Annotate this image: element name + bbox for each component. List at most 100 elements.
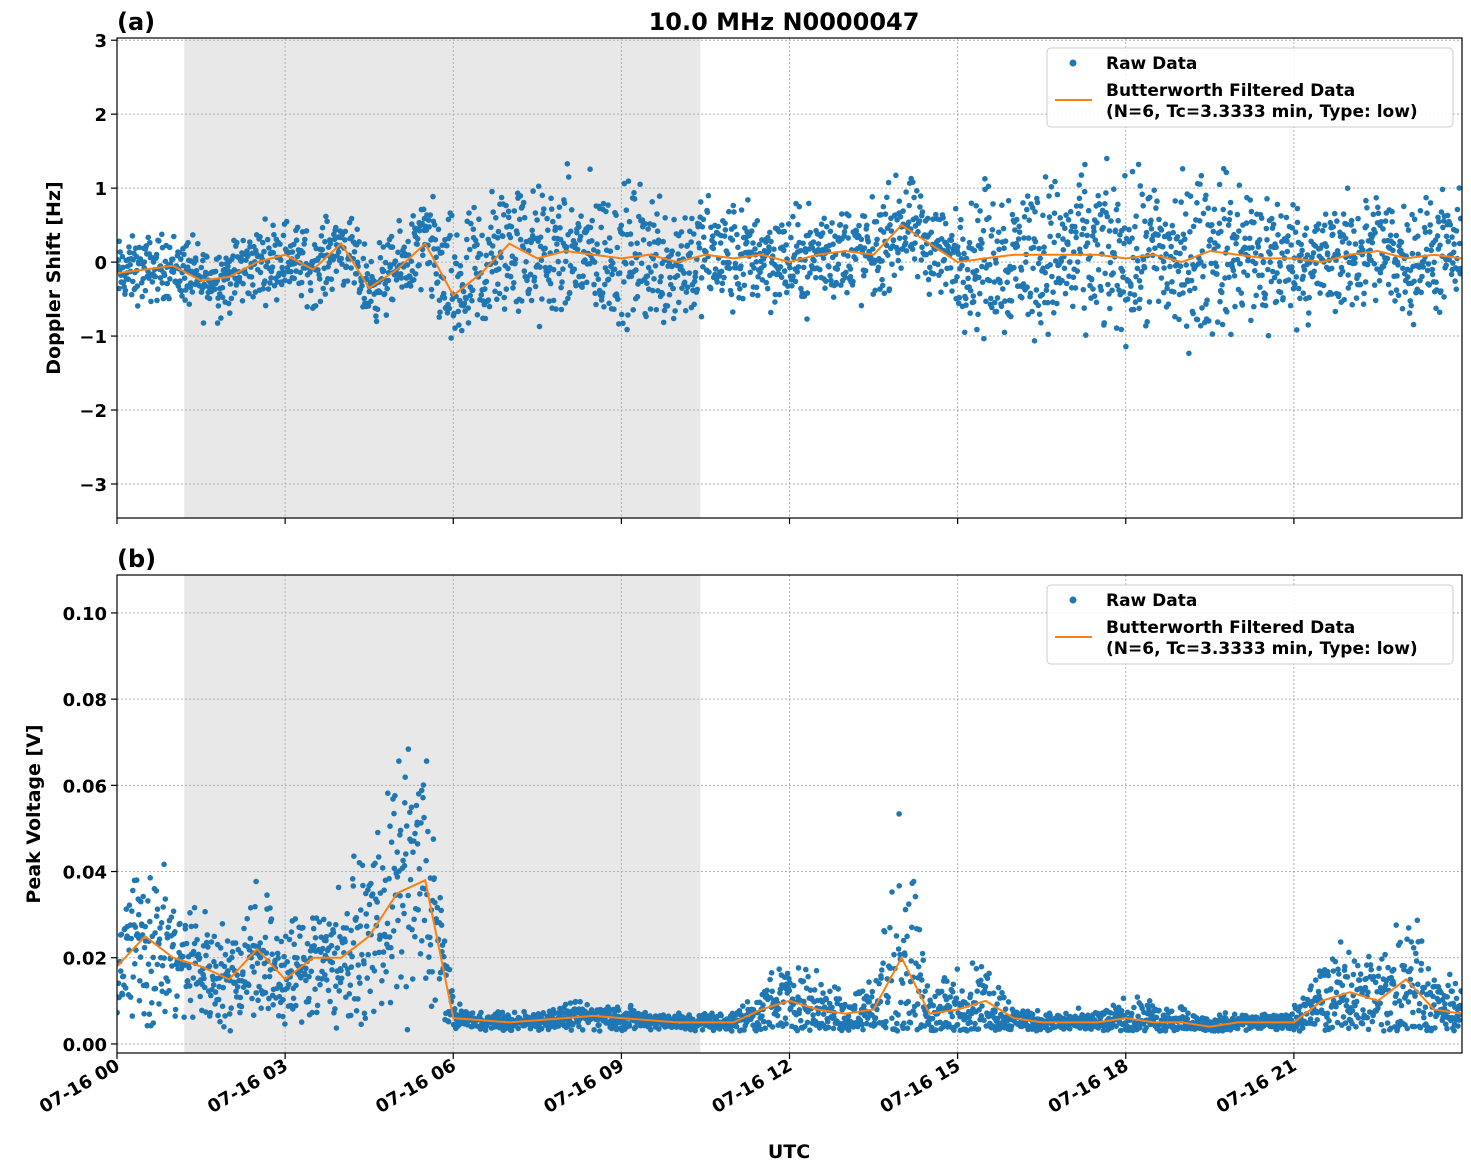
raw-data-point [979, 1003, 985, 1009]
raw-data-point [220, 984, 226, 991]
raw-data-point [906, 202, 912, 209]
raw-data-point [325, 264, 331, 270]
y-tick-label: 0.06 [63, 776, 107, 797]
raw-data-point [190, 948, 197, 955]
raw-data-point [905, 998, 911, 1005]
raw-data-point [1411, 216, 1418, 223]
raw-data-point [552, 224, 559, 231]
raw-data-point [408, 258, 415, 265]
raw-data-point [1419, 273, 1425, 280]
raw-data-point [1158, 227, 1165, 233]
raw-data-point [734, 231, 740, 238]
raw-data-point [426, 224, 432, 230]
raw-data-point [446, 966, 453, 973]
raw-data-point [288, 968, 294, 974]
raw-data-point [389, 904, 396, 910]
raw-data-point [469, 297, 475, 304]
raw-data-point [1084, 240, 1091, 246]
raw-data-point [336, 988, 343, 994]
raw-data-point [916, 926, 923, 933]
raw-data-point [1253, 292, 1259, 299]
raw-data-point [686, 270, 692, 276]
raw-data-point [955, 251, 962, 257]
raw-data-point [1206, 318, 1212, 324]
raw-data-point [132, 961, 138, 967]
raw-data-point [431, 246, 437, 252]
raw-data-point [319, 224, 326, 231]
raw-data-point [1109, 287, 1115, 294]
raw-data-point [926, 291, 933, 298]
raw-data-point [152, 930, 158, 936]
raw-data-point [180, 953, 186, 960]
raw-data-point [418, 286, 424, 293]
raw-data-point [182, 926, 189, 932]
raw-data-point [532, 283, 539, 290]
raw-data-point [1011, 264, 1017, 271]
raw-data-point [258, 1005, 265, 1011]
raw-data-point [776, 966, 782, 972]
raw-data-point [1363, 223, 1370, 229]
raw-data-point [1185, 269, 1192, 276]
raw-data-point [582, 1008, 588, 1014]
raw-data-point [1182, 211, 1189, 217]
raw-data-point [189, 289, 196, 295]
raw-data-point [1083, 218, 1090, 225]
raw-data-point [1268, 278, 1275, 285]
raw-data-point [584, 1001, 590, 1008]
raw-data-point [1181, 1006, 1188, 1013]
raw-data-point [725, 251, 731, 257]
raw-data-point [880, 960, 886, 966]
raw-data-point [626, 1023, 633, 1029]
raw-data-point [1233, 240, 1239, 247]
raw-data-point [306, 995, 312, 1002]
raw-data-point [1133, 273, 1139, 280]
raw-data-point [959, 988, 965, 994]
raw-data-point [794, 1027, 801, 1034]
raw-data-point [767, 229, 773, 236]
raw-data-point [1105, 243, 1112, 250]
raw-data-point [556, 204, 563, 210]
raw-data-point [347, 982, 354, 988]
raw-data-point [489, 188, 495, 195]
raw-data-point [1232, 303, 1238, 310]
raw-data-point [368, 258, 375, 265]
raw-data-point [1248, 208, 1255, 215]
raw-data-point [996, 246, 1002, 253]
raw-data-point [353, 271, 360, 277]
shaded-interval [184, 575, 701, 1053]
raw-data-point [842, 224, 849, 230]
raw-data-point [1293, 274, 1300, 280]
raw-data-point [1008, 313, 1014, 320]
raw-data-point [692, 274, 698, 280]
raw-data-point [990, 201, 996, 207]
raw-data-point [979, 279, 986, 286]
raw-data-point [755, 292, 761, 299]
raw-data-point [197, 274, 204, 280]
raw-data-point [754, 218, 761, 224]
raw-data-point [656, 1026, 662, 1032]
raw-data-point [165, 924, 172, 931]
raw-data-point [1405, 274, 1411, 280]
raw-data-point [257, 269, 264, 276]
raw-data-point [730, 202, 737, 209]
raw-data-point [361, 1010, 368, 1017]
raw-data-point [847, 273, 854, 280]
raw-data-point [204, 932, 211, 938]
raw-data-point [1247, 197, 1253, 203]
raw-data-point [140, 893, 146, 900]
raw-data-point [1075, 259, 1081, 265]
raw-data-point [317, 298, 324, 305]
raw-data-point [537, 234, 544, 240]
raw-data-point [1177, 263, 1184, 270]
raw-data-point [1360, 301, 1367, 308]
raw-data-point [117, 238, 122, 245]
raw-data-point [843, 269, 849, 276]
raw-data-point [1405, 227, 1412, 233]
raw-data-point [620, 231, 626, 237]
raw-data-point [154, 961, 161, 968]
raw-data-point [1156, 1007, 1162, 1014]
raw-data-point [706, 269, 712, 275]
raw-data-point [492, 260, 499, 266]
raw-data-point [1285, 233, 1291, 239]
raw-data-point [1364, 205, 1370, 211]
